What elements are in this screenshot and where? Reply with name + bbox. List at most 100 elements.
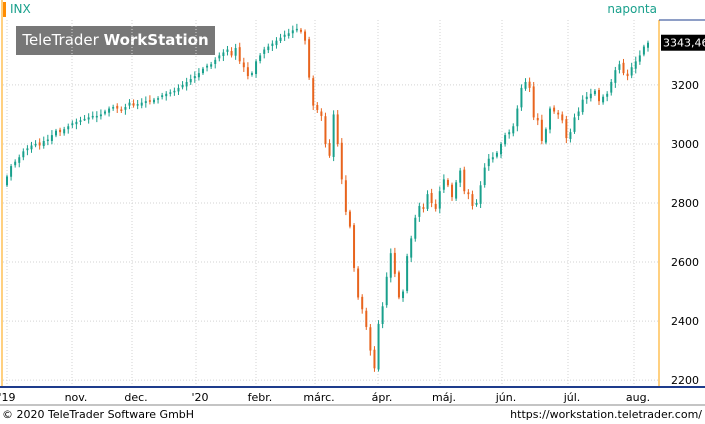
candle-body [544,129,547,143]
candle-body [463,169,466,192]
candle-body [263,49,266,54]
candle-body [642,46,645,55]
last-price-box [661,34,705,51]
candle-body [410,238,413,258]
candle-body [393,252,396,274]
candle-body [193,76,196,79]
candle-body [316,105,319,111]
candle-body [487,158,490,167]
candle-body [295,28,298,31]
candle-body [524,81,527,89]
candle-body [451,184,454,198]
candle-body [287,33,290,36]
candle-body [418,205,421,217]
candle-body [165,93,168,97]
x-tick-label: máj. [432,391,456,404]
candle-body [638,55,641,62]
ticker-label: INX [10,2,31,16]
candle-body [279,37,282,41]
candle-body [422,207,425,209]
candle-body [75,121,78,125]
candle-body [108,108,111,113]
candle-body [59,129,62,133]
candle-body [46,139,49,142]
candle-body [18,157,21,163]
candle-body [112,107,115,109]
candle-body [283,34,286,37]
candle-body [561,114,564,121]
candle-body [565,119,568,139]
y-tick-label: 3000 [671,138,699,151]
chart-grid [3,20,659,386]
x-tick-label: febr. [248,391,273,404]
candle-body [250,73,253,75]
candle-body [618,64,621,70]
candle-body [132,103,135,106]
candle-body [459,170,462,183]
candle-body [500,143,503,155]
candle-body [504,135,507,145]
source-url[interactable]: https://workstation.teletrader.com/ [510,408,702,421]
candle-body [50,135,53,142]
candle-body [569,132,572,139]
candle-body [455,182,458,199]
y-tick-label: 3200 [671,79,699,92]
candle-body [426,194,429,209]
candle-body [54,130,57,136]
candle-body [226,49,229,52]
candle-body [87,117,90,120]
candle-body [414,217,417,239]
last-price-text: 3343,46 [663,37,705,50]
candle-body [430,192,433,203]
candle-body [389,253,392,278]
candle-body [585,96,588,100]
candle-body [536,117,539,121]
candle-body [79,120,82,122]
candle-body [438,191,441,209]
candle-body [553,107,556,112]
period-label[interactable]: naponta [607,2,657,16]
candle-body [63,129,66,134]
candle-body [589,93,592,99]
candle-body [144,101,147,103]
candle-body [361,296,364,310]
candle-body [581,99,584,113]
candle-body [475,203,478,205]
candle-body [402,291,405,299]
candle-body [467,192,470,195]
y-tick-label: 2400 [671,315,699,328]
candle-body [181,84,184,88]
candle-body [540,119,543,142]
candle-body [275,40,278,46]
y-tick-label: 2800 [671,197,699,210]
candle-body [622,62,625,74]
candle-body [185,81,188,87]
candle-body [647,42,649,48]
candle-body [67,126,70,130]
candle-body [348,211,351,227]
candle-body [532,86,535,118]
candle-body [177,87,180,92]
candle-body [128,102,131,106]
x-tick-label: jún. [495,391,517,404]
candle-body [308,39,311,78]
candle-body [271,43,274,46]
candle-body [602,96,605,103]
y-tick-label: 2200 [671,374,699,387]
candle-body [99,114,102,117]
candle-body [26,148,29,151]
candle-body [446,179,449,186]
candle-body [238,47,241,62]
y-tick-label: 2600 [671,256,699,269]
candle-body [169,92,172,94]
candle-body [491,157,494,160]
candle-body [299,29,302,32]
candle-body [157,98,160,100]
candle-body [512,126,515,134]
candle-body [124,107,127,110]
candle-body [573,117,576,132]
candle-body [206,65,209,68]
candle-body [136,104,139,106]
x-tick-label: '20 [191,391,208,404]
